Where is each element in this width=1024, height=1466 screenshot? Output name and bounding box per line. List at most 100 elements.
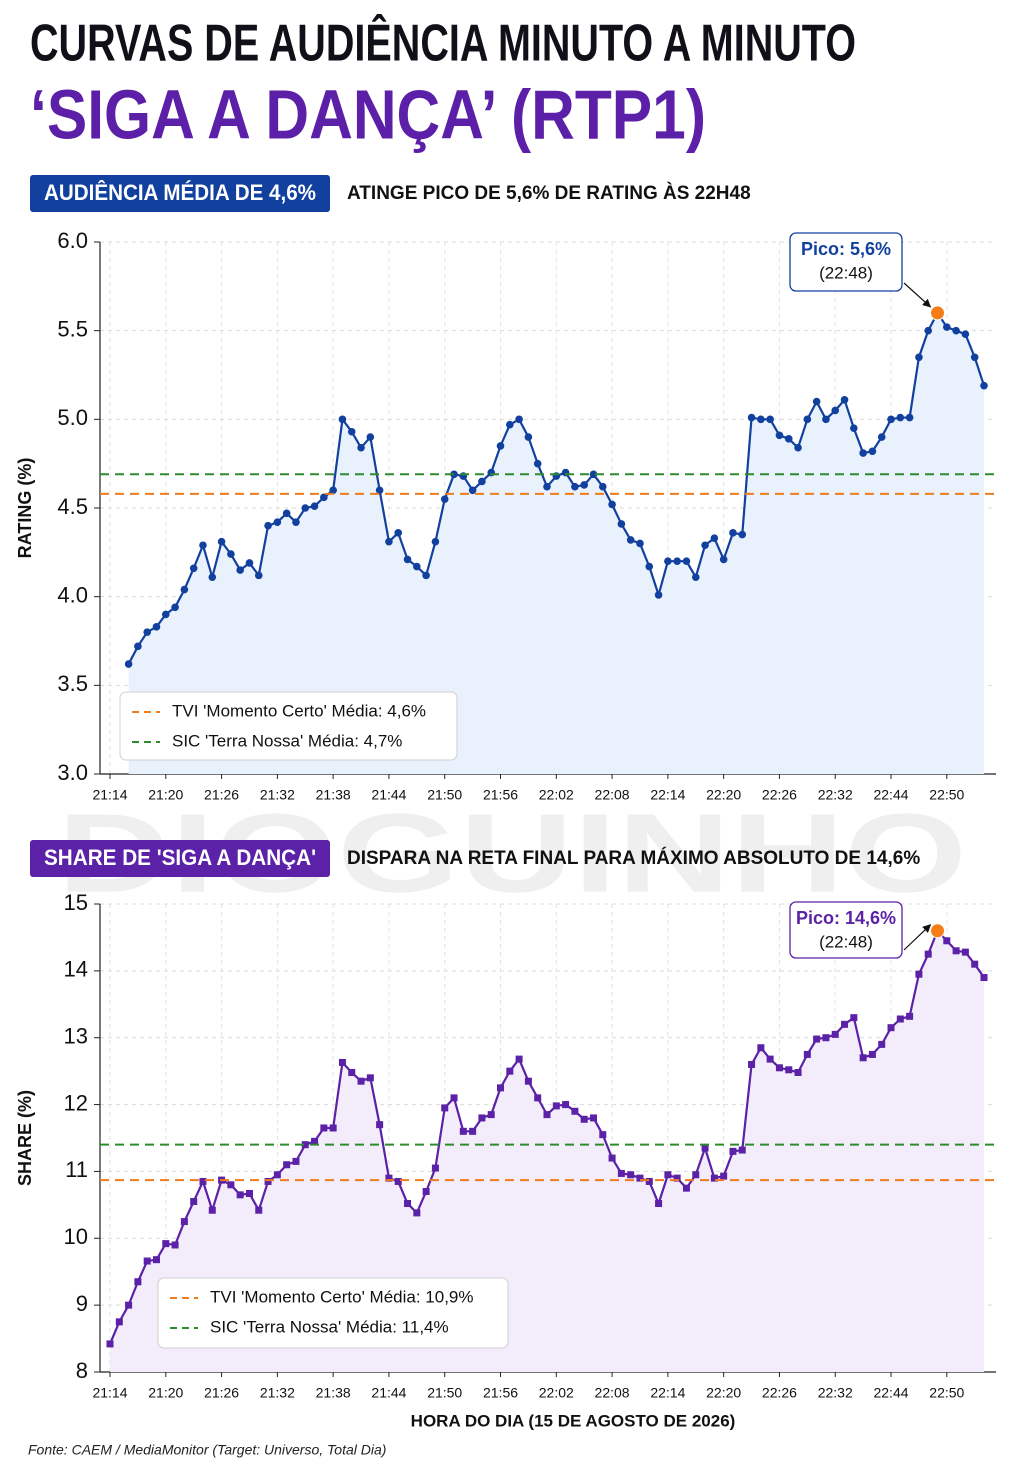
point: [729, 529, 737, 537]
x-tick-label: 21:38: [316, 1385, 351, 1401]
point: [264, 1177, 272, 1185]
point: [961, 948, 969, 956]
y-axis-label: RATING (%): [15, 458, 35, 559]
y-tick-label: 4.0: [57, 582, 88, 607]
page-title: CURVAS DE AUDIÊNCIA MINUTO A MINUTO: [30, 14, 856, 73]
point: [245, 559, 254, 567]
point: [562, 1101, 570, 1109]
point: [655, 1200, 663, 1208]
y-tick-label: 5.5: [57, 316, 88, 341]
point: [422, 571, 430, 580]
peak-point: [930, 923, 946, 939]
point: [896, 413, 905, 422]
point: [440, 495, 449, 503]
y-tick-label: 15: [64, 890, 88, 915]
point: [878, 1040, 886, 1048]
point: [691, 573, 700, 581]
point: [338, 1058, 346, 1066]
point: [887, 1024, 895, 1032]
point: [431, 537, 440, 546]
point: [831, 1030, 839, 1038]
point: [497, 1084, 505, 1092]
point: [627, 1171, 635, 1179]
point: [227, 550, 235, 558]
x-tick-label: 22:14: [650, 787, 685, 803]
point: [180, 1218, 188, 1226]
point: [506, 420, 514, 429]
point: [134, 1278, 142, 1286]
x-tick-label: 22:50: [929, 787, 964, 803]
point: [125, 1301, 133, 1309]
point: [404, 1200, 412, 1208]
point: [338, 415, 347, 424]
point: [143, 628, 151, 636]
point: [515, 1055, 523, 1063]
x-tick-label: 21:32: [260, 1385, 295, 1401]
point: [273, 1171, 281, 1179]
point: [812, 397, 821, 406]
point: [636, 1174, 644, 1182]
point: [292, 518, 300, 526]
point: [124, 660, 133, 668]
point: [943, 937, 951, 945]
point: [868, 447, 877, 456]
point: [664, 557, 672, 565]
point: [143, 1257, 151, 1265]
annotation-time: (22:48): [819, 263, 873, 282]
point: [617, 520, 626, 528]
point: [487, 1111, 495, 1119]
point: [254, 571, 263, 580]
point: [273, 518, 282, 526]
legend-label: SIC 'Terra Nossa' Média: 4,7%: [172, 731, 402, 750]
annotation-arrow: [903, 924, 932, 951]
point: [766, 1055, 774, 1063]
point: [813, 1035, 821, 1043]
point: [598, 482, 607, 491]
point: [877, 433, 886, 441]
point: [524, 433, 533, 441]
point: [199, 541, 207, 550]
point: [301, 1141, 309, 1149]
point: [636, 539, 644, 548]
point: [366, 1074, 374, 1082]
point: [347, 427, 356, 436]
point: [850, 424, 858, 433]
point: [701, 1144, 709, 1152]
point: [720, 1172, 728, 1180]
point: [915, 970, 923, 978]
legend-label: TVI 'Momento Certo' Média: 4,6%: [172, 701, 426, 720]
point: [599, 1131, 607, 1139]
point: [301, 504, 310, 512]
point: [329, 486, 337, 495]
point: [217, 537, 226, 546]
point: [822, 415, 830, 424]
point: [580, 481, 588, 489]
point: [543, 482, 551, 491]
point: [738, 1146, 746, 1154]
y-tick-label: 6.0: [57, 228, 88, 253]
point: [822, 1034, 830, 1042]
point: [106, 1340, 114, 1348]
point: [282, 509, 291, 518]
point: [775, 431, 784, 440]
point: [469, 1127, 477, 1135]
point: [236, 1191, 244, 1199]
point: [841, 1020, 849, 1028]
point: [376, 1121, 384, 1129]
annotation-box: [789, 232, 903, 292]
point: [385, 1174, 393, 1182]
point: [943, 323, 951, 331]
point: [320, 1124, 328, 1132]
point: [152, 1256, 160, 1264]
x-tick-label: 22:02: [539, 1385, 574, 1401]
page-subtitle: ‘SIGA A DANÇA’ (RTP1): [30, 75, 706, 153]
point: [459, 1127, 467, 1135]
point: [190, 1198, 198, 1206]
point: [747, 413, 756, 422]
point: [784, 435, 793, 443]
y-axis-label: SHARE (%): [15, 1090, 35, 1186]
x-axis-label: HORA DO DIA (15 DE AGOSTO DE 2026): [411, 1411, 736, 1430]
legend-box: [119, 691, 458, 761]
point: [626, 536, 635, 544]
point: [608, 500, 616, 509]
